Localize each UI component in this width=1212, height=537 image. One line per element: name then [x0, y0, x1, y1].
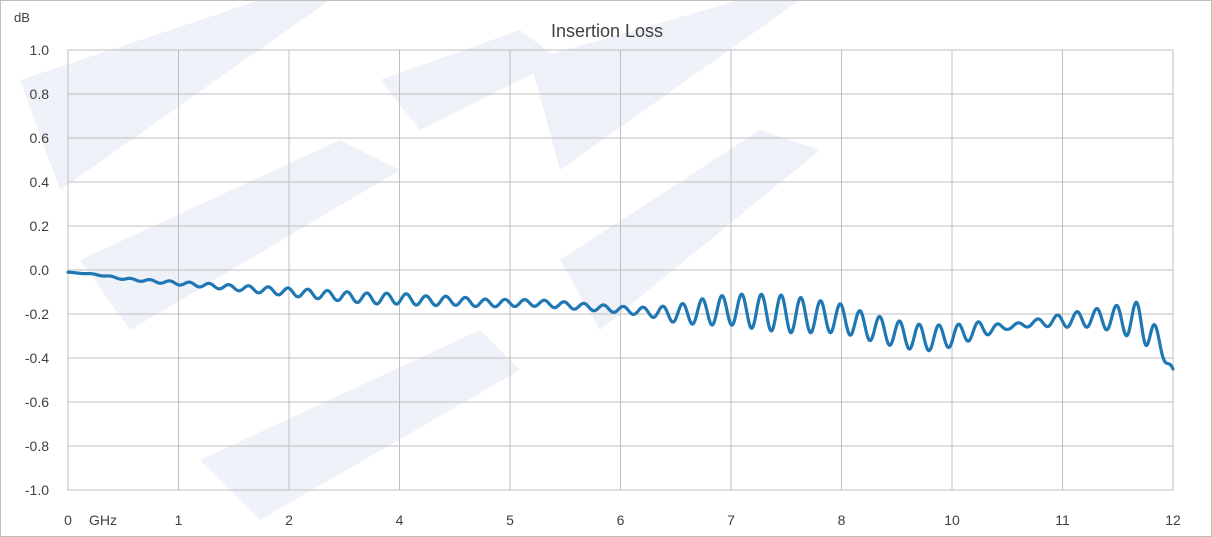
y-axis-unit-label: dB [14, 10, 30, 25]
y-tick-label: 1.0 [30, 42, 50, 58]
x-axis-unit-label: GHz [89, 512, 117, 528]
y-tick-label: -0.6 [25, 394, 49, 410]
y-tick-label: 0.6 [30, 130, 50, 146]
chart-title: Insertion Loss [551, 21, 663, 41]
x-tick-label: 1 [175, 512, 183, 528]
x-tick-label: 0 [64, 512, 72, 528]
y-tick-label: -1.0 [25, 482, 49, 498]
y-axis: 1.0 0.8 0.6 0.4 0.2 0.0 -0.2 -0.4 -0.6 -0.8 -1.0 [25, 42, 49, 498]
y-tick-label: -0.8 [25, 438, 49, 454]
y-tick-label: 0.0 [30, 262, 50, 278]
x-tick-label: 12 [1165, 512, 1181, 528]
x-tick-label: 6 [617, 512, 625, 528]
y-tick-label: -0.2 [25, 306, 49, 322]
insertion-loss-series-line [66, 270, 1175, 371]
plot-area [66, 270, 1175, 371]
x-axis: 0 1 2 4 5 6 7 8 10 11 12 [64, 512, 1181, 528]
y-tick-label: -0.4 [25, 350, 49, 366]
y-tick-label: 0.2 [30, 218, 50, 234]
x-tick-label: 7 [727, 512, 735, 528]
x-tick-label: 8 [838, 512, 846, 528]
watermark [20, 0, 820, 520]
x-tick-label: 11 [1055, 512, 1070, 528]
x-tick-label: 10 [944, 512, 960, 528]
x-tick-label: 5 [506, 512, 514, 528]
y-tick-label: 0.4 [30, 174, 50, 190]
x-tick-label: 4 [396, 512, 404, 528]
y-tick-label: 0.8 [30, 86, 50, 102]
grid [67, 49, 1174, 491]
x-tick-label: 2 [285, 512, 293, 528]
